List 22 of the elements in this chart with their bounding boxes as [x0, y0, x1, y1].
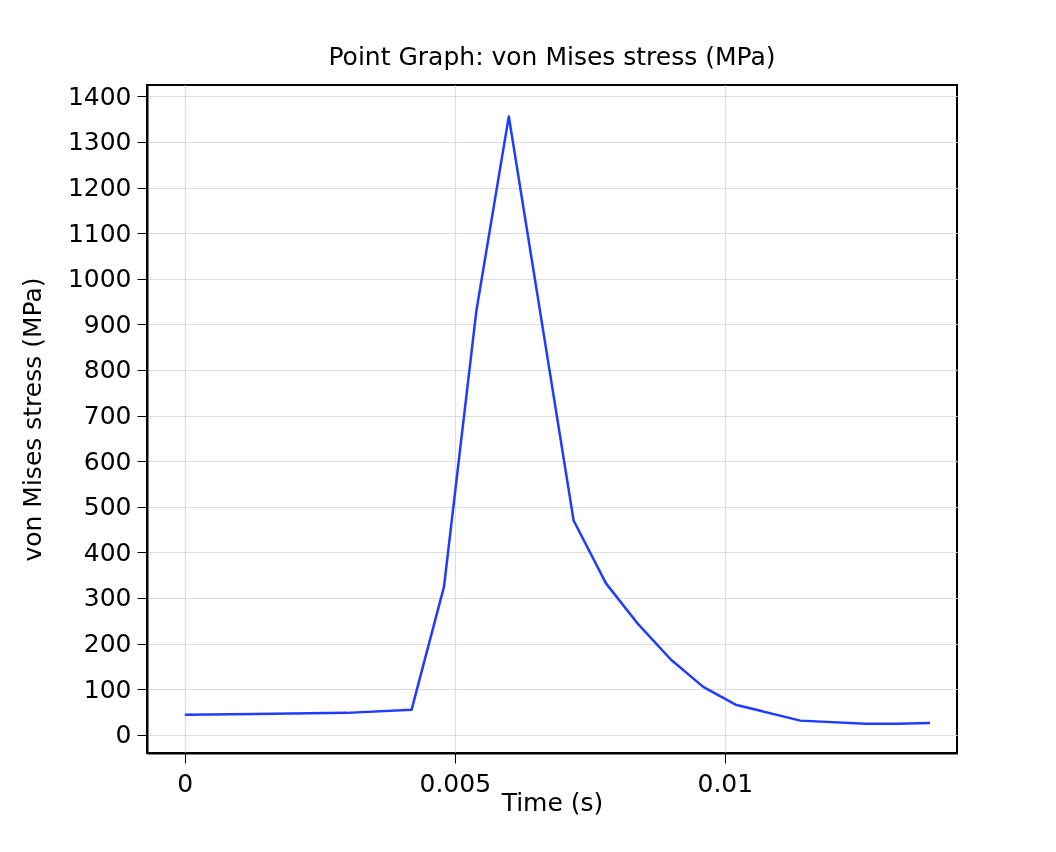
y-tick-label: 100: [83, 674, 132, 704]
y-tick-label: 500: [83, 492, 132, 522]
y-tick-label: 0: [115, 720, 132, 750]
y-tick-label: 1000: [67, 264, 132, 294]
y-tick-label: 200: [83, 629, 132, 659]
x-tick-label: 0.005: [419, 768, 492, 798]
y-tick-label: 1100: [67, 218, 132, 248]
y-tick-label: 900: [83, 309, 132, 339]
y-tick-label: 1200: [67, 173, 132, 203]
y-tick-label: 800: [83, 355, 132, 385]
y-tick-label: 1300: [67, 127, 132, 157]
x-tick-label: 0.01: [697, 768, 754, 798]
y-tick-label: 400: [83, 537, 132, 567]
y-tick-label: 1400: [67, 81, 132, 111]
y-tick-label: 700: [83, 401, 132, 431]
chart-title: Point Graph: von Mises stress (MPa): [328, 42, 776, 72]
y-tick-label: 600: [83, 446, 132, 476]
x-tick-label: 0: [177, 768, 194, 798]
line-series: [183, 115, 932, 726]
y-tick-label: 300: [83, 583, 132, 613]
y-axis-title: von Mises stress (MPa): [17, 277, 47, 562]
x-axis-title: Time (s): [500, 787, 604, 817]
